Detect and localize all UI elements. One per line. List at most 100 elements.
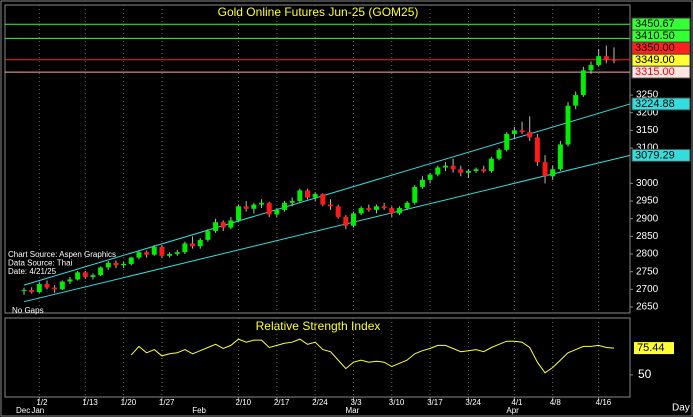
candle-body [289,201,295,203]
candle-body [44,284,50,288]
candle-body [320,193,326,205]
candle-body [128,257,134,264]
y-tick-label: 2900 [636,213,659,224]
x-tick-label: 4/16 [596,398,612,407]
y-tick-label: 3250 [636,90,659,101]
candle-body [274,209,280,215]
y-tick-label: 3150 [636,125,659,136]
y-tick-label: 2650 [636,302,659,313]
candle-body [59,281,65,290]
footnote: No Gaps [12,306,44,315]
rsi-label-box [634,342,674,355]
candle-body [427,174,433,180]
rsi-label: 75.44 [637,342,665,354]
candle-body [335,206,341,217]
note: Data Source: Thai [8,259,73,268]
candle-body [52,287,58,290]
candle-body [481,169,487,172]
candle-body [82,272,88,277]
month-label: Jan [31,406,44,415]
candle-body [205,231,211,240]
candle-body [542,162,548,177]
candle-body [458,169,464,173]
candle-body [190,243,196,247]
candle-body [435,167,441,175]
candle-body [450,165,456,170]
candle-body [557,144,563,170]
candle-body [297,190,303,202]
rsi-title: Relative Strength Index [256,319,381,333]
note: Date: 4/21/25 [8,267,57,276]
candle-body [305,190,311,198]
candle-body [136,252,142,258]
y-tick-label: 3000 [636,178,659,189]
candle-body [236,206,242,221]
candle-body [550,169,556,177]
y-tick-label: 3100 [636,143,659,154]
month-label: Apr [506,406,519,415]
candle-body [90,275,96,277]
candle-body [603,56,609,60]
month-label: Feb [192,406,206,415]
candle-body [358,208,364,214]
candle-body [220,222,226,228]
candle-body [36,284,42,293]
candle-body [159,246,165,256]
price-panel [4,4,631,314]
price-label: 3349.00 [635,54,675,66]
candle-body [511,130,517,134]
x-tick-label: 2/17 [274,398,290,407]
candle-body [373,206,379,210]
price-label-box [631,17,691,31]
y-tick-label: 2850 [636,231,659,242]
candle-body [496,149,502,159]
candle-body [343,216,349,226]
candle-body [419,179,425,187]
x-tick-label: 4/8 [550,398,562,407]
candle-body [327,204,333,207]
candle-body [182,243,188,253]
y-tick-label: 2800 [636,249,659,260]
candle-body [251,204,257,209]
candle-body [350,213,356,226]
x-axis-label: Day [672,403,690,414]
candle-body [167,254,173,256]
candle-body [488,158,494,172]
candle-body [197,239,203,247]
x-tick-label: 4/1 [511,398,523,407]
price-label: 3410.50 [635,30,675,42]
x-tick-label: 2/10 [236,398,252,407]
candle-body [266,202,272,215]
candle-body [465,171,471,173]
candle-body [573,95,579,106]
candle-body [396,208,402,214]
candle-body [243,206,249,209]
candle-body [174,252,180,255]
candle-body [366,208,372,210]
price-label: 3079.29 [635,149,675,161]
candle-body [442,165,448,168]
price-label: 3315.00 [635,66,675,78]
candle-body [504,133,510,150]
candle-body [29,290,35,293]
price-label: 3224.88 [635,98,675,110]
candle-body [121,263,127,266]
x-tick-label: 1/20 [121,398,137,407]
candle-body [144,252,150,255]
x-tick-label: 1/13 [82,398,98,407]
candle-body [404,202,410,209]
candle-body [519,130,525,133]
price-label: 3450.67 [635,18,675,30]
candle-body [412,186,418,203]
month-label: Dec [16,406,30,415]
candle-body [105,262,111,268]
candle-body [67,279,73,282]
price-label: 3350.00 [635,42,675,54]
price-label-box [631,148,691,162]
candle-body [580,70,586,96]
x-tick-label: 3/24 [465,398,481,407]
candle-body [534,137,540,163]
y-tick-label: 3200 [636,107,659,118]
candle-body [213,222,219,232]
